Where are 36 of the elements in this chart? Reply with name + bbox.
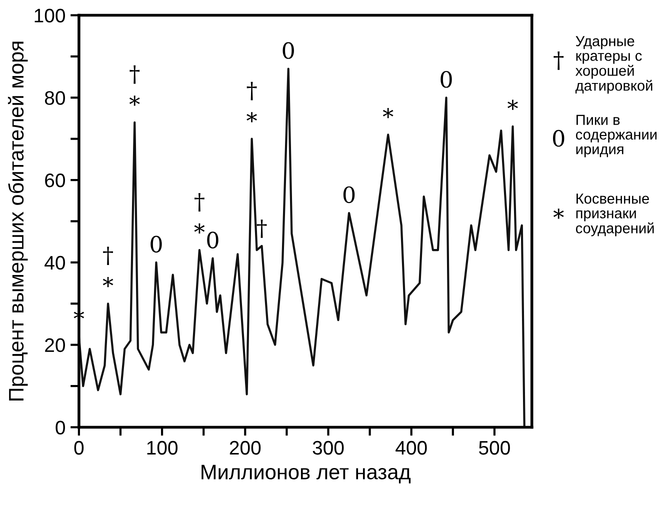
y-tick-label: 60 (45, 174, 65, 188)
text: * (553, 208, 564, 219)
annotation: † (103, 246, 113, 266)
y-axis-title: Процент вымерших обитателей моря (8, 42, 28, 400)
annotation: * (194, 223, 205, 234)
text: Пики в содержании иридия (576, 114, 657, 158)
x-tick-label: 300 (312, 440, 344, 455)
y-tick-label: 100 (34, 8, 65, 22)
x-tick-label: 400 (396, 440, 427, 455)
x-axis-title: Миллионов лет назад (202, 464, 411, 484)
annotation: † (194, 193, 204, 212)
text: Косвенные признаки соударений (576, 194, 654, 236)
annotation: * (508, 100, 518, 110)
x-tick-label: 0 (74, 440, 84, 455)
annotation: * (102, 276, 114, 288)
annotation: 0 (207, 232, 218, 248)
annotation: 0 (282, 42, 294, 59)
y-tick-label: 40 (44, 256, 65, 270)
annotation: † (130, 65, 140, 84)
annotation: * (246, 112, 257, 122)
annotation: 0 (150, 236, 162, 253)
annotation: † (256, 220, 267, 238)
x-tick-label: 100 (147, 440, 178, 455)
annotation: † (246, 82, 257, 100)
annotation: 0 (440, 70, 452, 88)
y-tick-label: 20 (45, 338, 65, 352)
annotation: * (129, 96, 140, 106)
y-tick-label: 80 (44, 91, 65, 105)
text: † (554, 51, 564, 70)
annotation: * (382, 108, 394, 118)
x-tick-label: 500 (479, 440, 510, 455)
annotation: 0 (343, 186, 355, 204)
y-tick-label: 0 (56, 420, 65, 434)
text: 0 (553, 130, 564, 147)
text: Ударные кратеры с хорошей датировкой (575, 36, 652, 94)
x-tick-label: 200 (230, 440, 261, 455)
